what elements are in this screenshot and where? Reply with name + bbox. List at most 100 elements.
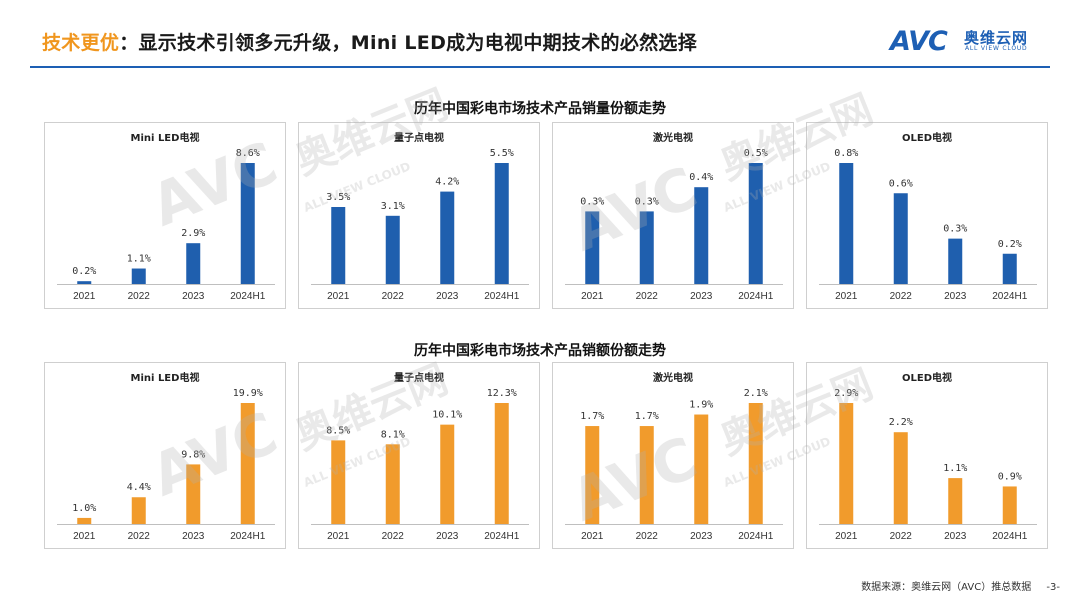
chart-panel-volume-oled: OLED电视 0.8% 2021 0.6% 2022 0.3% 2023 0.2% 2024H… (806, 122, 1048, 309)
bar (440, 424, 455, 524)
data-label: 0.3% (580, 196, 604, 207)
chart-title: 量子点电视 (394, 133, 444, 144)
data-label: 9.8% (181, 449, 205, 460)
bar (385, 444, 400, 524)
page-title-highlight: 技术更优 (42, 32, 120, 54)
data-label: 1.1% (127, 254, 151, 265)
x-tick-label: 2023 (436, 291, 459, 302)
data-label: 1.9% (689, 400, 713, 411)
bar (131, 268, 146, 284)
logo-cn-text: 奥维云网 (964, 29, 1029, 47)
chart-title: OLED电视 (901, 133, 952, 144)
data-label: 0.3% (943, 224, 967, 235)
chart-title: Mini LED电视 (130, 373, 200, 384)
data-label: 3.5% (326, 192, 350, 203)
data-label: 10.1% (432, 410, 462, 421)
data-label: 8.5% (326, 425, 350, 436)
x-tick-label: 2023 (436, 531, 459, 542)
x-tick-label: 2021 (835, 531, 858, 542)
x-tick-label: 2022 (382, 291, 405, 302)
x-tick-label: 2021 (581, 291, 604, 302)
bar (694, 414, 709, 524)
bar-chart-value-miniled: 1.0% 2021 4.4% 2022 9.8% 2023 19.9% 2024H1 (57, 388, 275, 542)
bar-chart-value-oled: 2.9% 2021 2.2% 2022 1.1% 2023 0.9% 2024H1 (819, 388, 1037, 542)
x-tick-label: 2024H1 (484, 531, 519, 542)
x-tick-label: 2022 (128, 531, 151, 542)
section-title-value: 历年中国彩电市场技术产品销额份额走势 (414, 343, 666, 359)
chart-title: 量子点电视 (394, 373, 444, 384)
data-label: 1.7% (635, 411, 659, 422)
bar (186, 243, 201, 284)
data-label: 2.9% (834, 388, 858, 399)
page-title: 技术更优：显示技术引领多元升级，Mini LED成为电视中期技术的必然选择 (42, 28, 697, 55)
data-label: 0.3% (635, 196, 659, 207)
chart-panel-volume-laser: 激光电视 0.3% 2021 0.3% 2022 0.4% 2023 0.5% 2024H1 (552, 122, 794, 309)
data-label: 0.5% (744, 148, 768, 159)
data-label: 1.0% (72, 503, 96, 514)
data-label: 4.2% (435, 177, 459, 188)
x-tick-label: 2022 (636, 531, 659, 542)
x-tick-label: 2023 (690, 291, 713, 302)
x-tick-label: 2023 (182, 531, 205, 542)
chart-panel-value-qd: 量子点电视 8.5% 2021 8.1% 2022 10.1% 2023 12.3% 2024… (298, 362, 540, 549)
chart-panel-volume-miniled: Mini LED电视 0.2% 2021 1.1% 2022 2.9% 2023 8.6% 2… (44, 122, 286, 309)
data-label: 0.2% (72, 266, 96, 277)
x-tick-label: 2021 (835, 291, 858, 302)
bar (331, 440, 346, 524)
x-tick-label: 2022 (128, 291, 151, 302)
data-label: 3.1% (381, 201, 405, 212)
page-title-rest: ：显示技术引领多元升级，Mini LED成为电视中期技术的必然选择 (119, 32, 698, 54)
data-label: 4.4% (127, 482, 151, 493)
chart-panel-volume-qd: 量子点电视 3.5% 2021 3.1% 2022 4.2% 2023 5.5% 2024H1 (298, 122, 540, 309)
data-label: 2.2% (889, 417, 913, 428)
data-label: 5.5% (490, 148, 514, 159)
chart-title: OLED电视 (901, 373, 952, 384)
chart-panel-value-miniled: Mini LED电视 1.0% 2021 4.4% 2022 9.8% 2023 19.9%… (44, 362, 286, 549)
data-label: 8.6% (236, 148, 260, 159)
data-label: 12.3% (487, 388, 517, 399)
x-tick-label: 2022 (382, 531, 405, 542)
header: 技术更优：显示技术引领多元升级，Mini LED成为电视中期技术的必然选择 AV… (0, 0, 1080, 68)
data-label: 2.9% (181, 228, 205, 239)
data-label: 8.1% (381, 429, 405, 440)
data-label: 2.1% (744, 388, 768, 399)
header-divider (30, 66, 1050, 68)
bar (639, 211, 654, 284)
data-label: 19.9% (233, 388, 263, 399)
x-tick-label: 2023 (944, 531, 967, 542)
bar (186, 464, 201, 524)
bar-chart-value-qd: 8.5% 2021 8.1% 2022 10.1% 2023 12.3% 2024H1 (311, 388, 529, 542)
bar (494, 403, 509, 524)
bar (77, 517, 92, 524)
bar (694, 187, 709, 284)
bar (240, 163, 255, 284)
x-tick-label: 2021 (581, 531, 604, 542)
bar (240, 403, 255, 524)
bar (893, 432, 908, 524)
x-tick-label: 2024H1 (992, 531, 1027, 542)
bar (77, 281, 92, 284)
x-tick-label: 2023 (944, 291, 967, 302)
bar (948, 238, 963, 284)
data-label: 0.4% (689, 172, 713, 183)
avc-logo: AVC 奥维云网 ALL VIEW CLOUD (890, 26, 1060, 57)
x-tick-label: 2024H1 (484, 291, 519, 302)
x-tick-label: 2024H1 (738, 291, 773, 302)
footer: 数据来源：奥维云网（AVC）推总数据 -3- (861, 578, 1060, 593)
bar-chart-volume-miniled: 0.2% 2021 1.1% 2022 2.9% 2023 8.6% 2024H1 (57, 148, 275, 302)
bar (839, 403, 854, 524)
bar (1002, 253, 1017, 284)
bar (1002, 486, 1017, 524)
bar (948, 478, 963, 524)
chart-title: 激光电视 (653, 373, 693, 384)
chart-title: Mini LED电视 (130, 133, 200, 144)
x-tick-label: 2021 (327, 531, 350, 542)
x-tick-label: 2024H1 (230, 291, 265, 302)
data-label: 0.9% (998, 471, 1022, 482)
x-tick-label: 2022 (890, 531, 913, 542)
data-label: 1.1% (943, 463, 967, 474)
logo-en-text: ALL VIEW CLOUD (965, 45, 1028, 52)
bar (494, 163, 509, 284)
bar (385, 215, 400, 284)
bar (748, 163, 763, 284)
